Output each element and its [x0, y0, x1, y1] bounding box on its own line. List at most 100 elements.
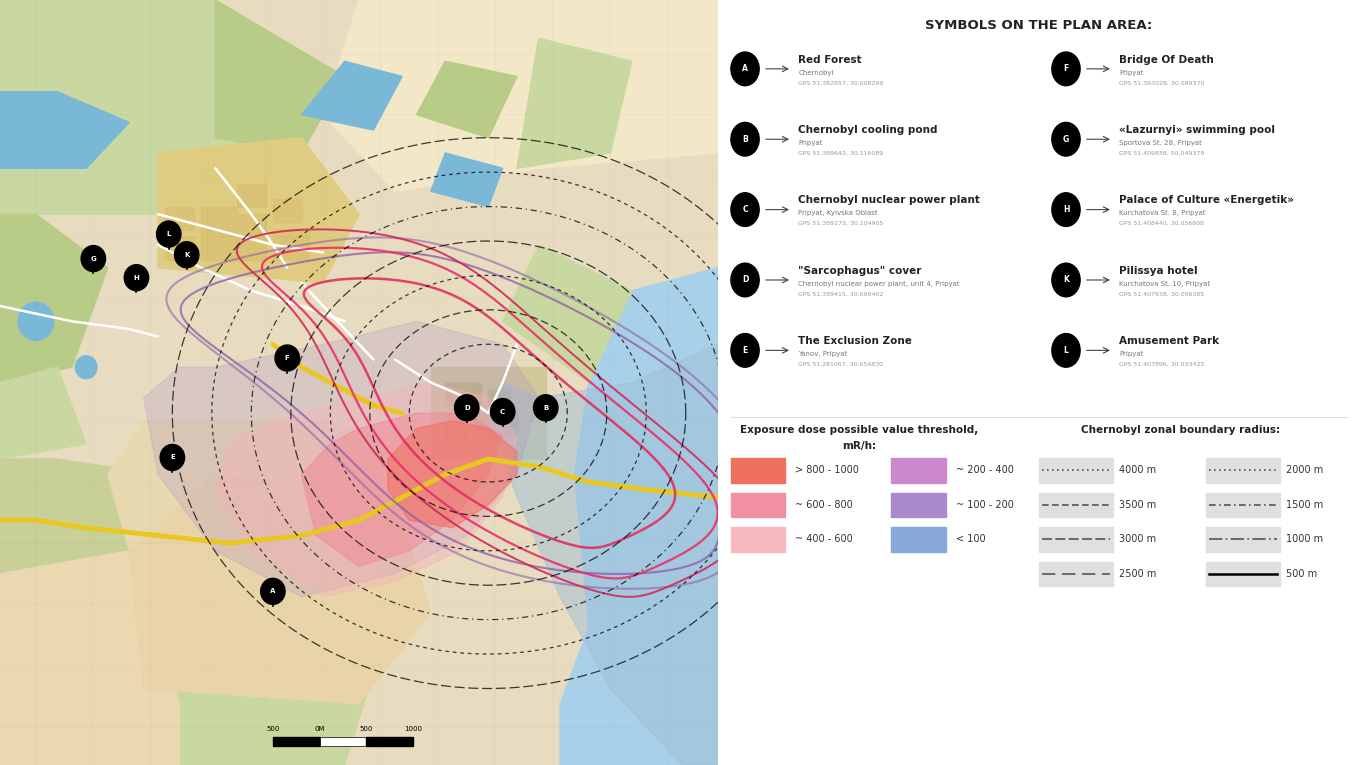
Text: 2000 m: 2000 m	[1287, 465, 1323, 476]
Bar	[1039, 527, 1112, 552]
Circle shape	[18, 302, 54, 340]
Text: C: C	[743, 205, 748, 214]
Text: Sportova St. 28, Pripyat: Sportova St. 28, Pripyat	[1119, 140, 1202, 146]
Text: 500: 500	[359, 726, 373, 732]
Bar	[891, 493, 947, 517]
Polygon shape	[302, 61, 403, 130]
Polygon shape	[129, 474, 431, 704]
Circle shape	[730, 52, 759, 86]
Text: G: G	[91, 256, 97, 262]
Text: Amusement Park: Amusement Park	[1119, 336, 1220, 347]
Bar	[1039, 562, 1112, 586]
Polygon shape	[324, 0, 718, 191]
Text: L: L	[166, 231, 171, 237]
Bar	[431, 367, 545, 459]
Text: ~ 200 - 400: ~ 200 - 400	[956, 465, 1013, 476]
Text: 1000: 1000	[404, 726, 422, 732]
Circle shape	[1051, 263, 1080, 297]
Polygon shape	[503, 245, 632, 382]
Text: ~ 600 - 800: ~ 600 - 800	[796, 500, 853, 510]
Text: GPS 51.281067, 30.054830: GPS 51.281067, 30.054830	[798, 362, 884, 367]
Polygon shape	[517, 38, 632, 168]
Polygon shape	[488, 344, 718, 765]
Text: Kurchatova St. 10, Pripyat: Kurchatova St. 10, Pripyat	[1119, 281, 1210, 287]
Text: G: G	[1064, 135, 1069, 144]
Text: «Lazurnyi» swimming pool: «Lazurnyi» swimming pool	[1119, 125, 1276, 135]
Bar	[445, 413, 466, 444]
Polygon shape	[388, 421, 517, 528]
Bar	[730, 493, 786, 517]
Bar	[165, 237, 194, 260]
Text: 1000 m: 1000 m	[1287, 534, 1323, 545]
Polygon shape	[107, 421, 431, 551]
Text: Chernobyl zonal boundary radius:: Chernobyl zonal boundary radius:	[1081, 425, 1280, 435]
Polygon shape	[158, 138, 359, 283]
Polygon shape	[0, 551, 180, 765]
Text: mR/h:: mR/h:	[842, 441, 876, 451]
Bar	[730, 527, 786, 552]
Polygon shape	[180, 597, 374, 765]
Text: Yanov, Pripyat: Yanov, Pripyat	[798, 351, 847, 357]
Circle shape	[1051, 122, 1080, 156]
Text: Exposure dose possible value threshold,: Exposure dose possible value threshold,	[740, 425, 978, 435]
Bar	[473, 413, 495, 444]
Text: 2500 m: 2500 m	[1119, 568, 1156, 579]
Text: H: H	[1062, 205, 1069, 214]
Text: GPS 51.407938, 30.056385: GPS 51.407938, 30.056385	[1119, 291, 1205, 297]
Circle shape	[1051, 334, 1080, 367]
Text: GPS 51.389642, 30.116089: GPS 51.389642, 30.116089	[798, 151, 884, 156]
Text: 500: 500	[267, 726, 280, 732]
Circle shape	[82, 246, 106, 272]
Text: GPS 51.408440, 30.056608: GPS 51.408440, 30.056608	[1119, 221, 1204, 226]
Text: B: B	[543, 405, 548, 411]
Text: E: E	[170, 454, 174, 461]
Polygon shape	[0, 92, 129, 168]
Text: GPS 51.393028, 30.089370: GPS 51.393028, 30.089370	[1119, 80, 1205, 86]
Polygon shape	[0, 459, 158, 574]
Bar	[1206, 493, 1280, 517]
Bar	[273, 737, 320, 746]
Polygon shape	[416, 61, 517, 138]
Bar	[1206, 562, 1280, 586]
Text: Bridge Of Death: Bridge Of Death	[1119, 54, 1214, 65]
Text: F: F	[284, 355, 290, 361]
Text: E: E	[743, 346, 748, 355]
Bar	[165, 207, 194, 230]
Polygon shape	[215, 382, 517, 597]
Polygon shape	[215, 0, 344, 153]
Text: Palace of Culture «Energetik»: Palace of Culture «Energetik»	[1119, 195, 1295, 206]
Circle shape	[75, 356, 97, 379]
Text: 3500 m: 3500 m	[1119, 500, 1156, 510]
Bar	[891, 458, 947, 483]
Polygon shape	[144, 321, 539, 597]
Text: Pripyat: Pripyat	[1119, 351, 1144, 357]
Text: Chernobyl cooling pond: Chernobyl cooling pond	[798, 125, 938, 135]
Text: Pilissya hotel: Pilissya hotel	[1119, 265, 1198, 276]
Circle shape	[491, 399, 515, 425]
Text: F: F	[1064, 64, 1069, 73]
Bar	[445, 382, 481, 405]
Text: A: A	[271, 588, 276, 594]
Polygon shape	[0, 367, 86, 459]
Bar	[503, 413, 517, 436]
Text: GPS 51.389415, 30.099402: GPS 51.389415, 30.099402	[798, 291, 884, 297]
Circle shape	[275, 345, 299, 371]
Circle shape	[124, 265, 148, 291]
Text: GPS 51.389272, 30.104905: GPS 51.389272, 30.104905	[798, 221, 884, 226]
Bar	[1206, 527, 1280, 552]
Text: SYMBOLS ON THE PLAN AREA:: SYMBOLS ON THE PLAN AREA:	[925, 19, 1153, 32]
Circle shape	[156, 221, 181, 247]
Text: ~ 100 - 200: ~ 100 - 200	[956, 500, 1013, 510]
Circle shape	[160, 444, 185, 470]
Polygon shape	[431, 153, 503, 207]
Bar	[1039, 493, 1112, 517]
Text: 4000 m: 4000 m	[1119, 465, 1156, 476]
Text: Kurchatova St. 8, Pripyat: Kurchatova St. 8, Pripyat	[1119, 210, 1206, 216]
Text: H: H	[133, 275, 139, 281]
Bar	[273, 230, 309, 260]
Bar	[237, 184, 265, 207]
Polygon shape	[302, 413, 503, 566]
Text: The Exclusion Zone: The Exclusion Zone	[798, 336, 913, 347]
Bar	[201, 230, 237, 260]
Circle shape	[1051, 193, 1080, 226]
